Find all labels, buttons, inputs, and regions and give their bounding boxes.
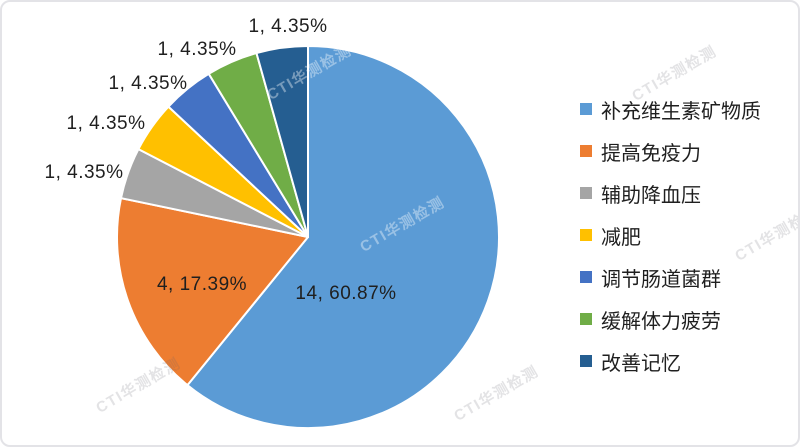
legend-swatch-icon [580,229,592,241]
legend-swatch-icon [580,187,592,199]
legend-item: 缓解体力疲劳 [580,307,761,333]
slice-data-label: 1, 4.35% [44,162,124,183]
legend-label: 调节肠道菌群 [601,268,721,291]
legend-label: 辅助降血压 [601,184,701,207]
legend-label: 补充维生素矿物质 [601,100,761,123]
legend-swatch-icon [580,103,592,115]
legend-item: 改善记忆 [580,349,761,375]
slice-data-label: 1, 4.35% [248,16,328,37]
legend-swatch-icon [580,355,592,367]
slice-data-label: 1, 4.35% [157,39,237,60]
legend-label: 减肥 [601,226,641,249]
legend-swatch-icon [580,313,592,325]
slice-data-label: 14, 60.87% [295,283,397,304]
legend-item: 调节肠道菌群 [580,265,761,291]
legend-item: 减肥 [580,223,761,249]
legend-item: 补充维生素矿物质 [580,97,761,123]
slice-data-label: 1, 4.35% [66,113,146,134]
legend-item: 提高免疫力 [580,139,761,165]
legend-item: 辅助降血压 [580,181,761,207]
legend-label: 改善记忆 [601,352,681,375]
legend-swatch-icon [580,145,592,157]
slice-data-label: 4, 17.39% [156,274,248,295]
legend-swatch-icon [580,271,592,283]
chart-legend: 补充维生素矿物质 提高免疫力辅助降血压减肥调节肠道菌群 缓解体力疲劳 改善记忆 [580,97,761,391]
pie-slice-1 [186,45,500,429]
legend-label: 缓解体力疲劳 [601,310,721,333]
pie-slice-7 [255,45,309,238]
pie-slice-2 [116,197,309,387]
slice-data-label: 1, 4.35% [108,73,188,94]
legend-label: 提高免疫力 [601,142,701,165]
